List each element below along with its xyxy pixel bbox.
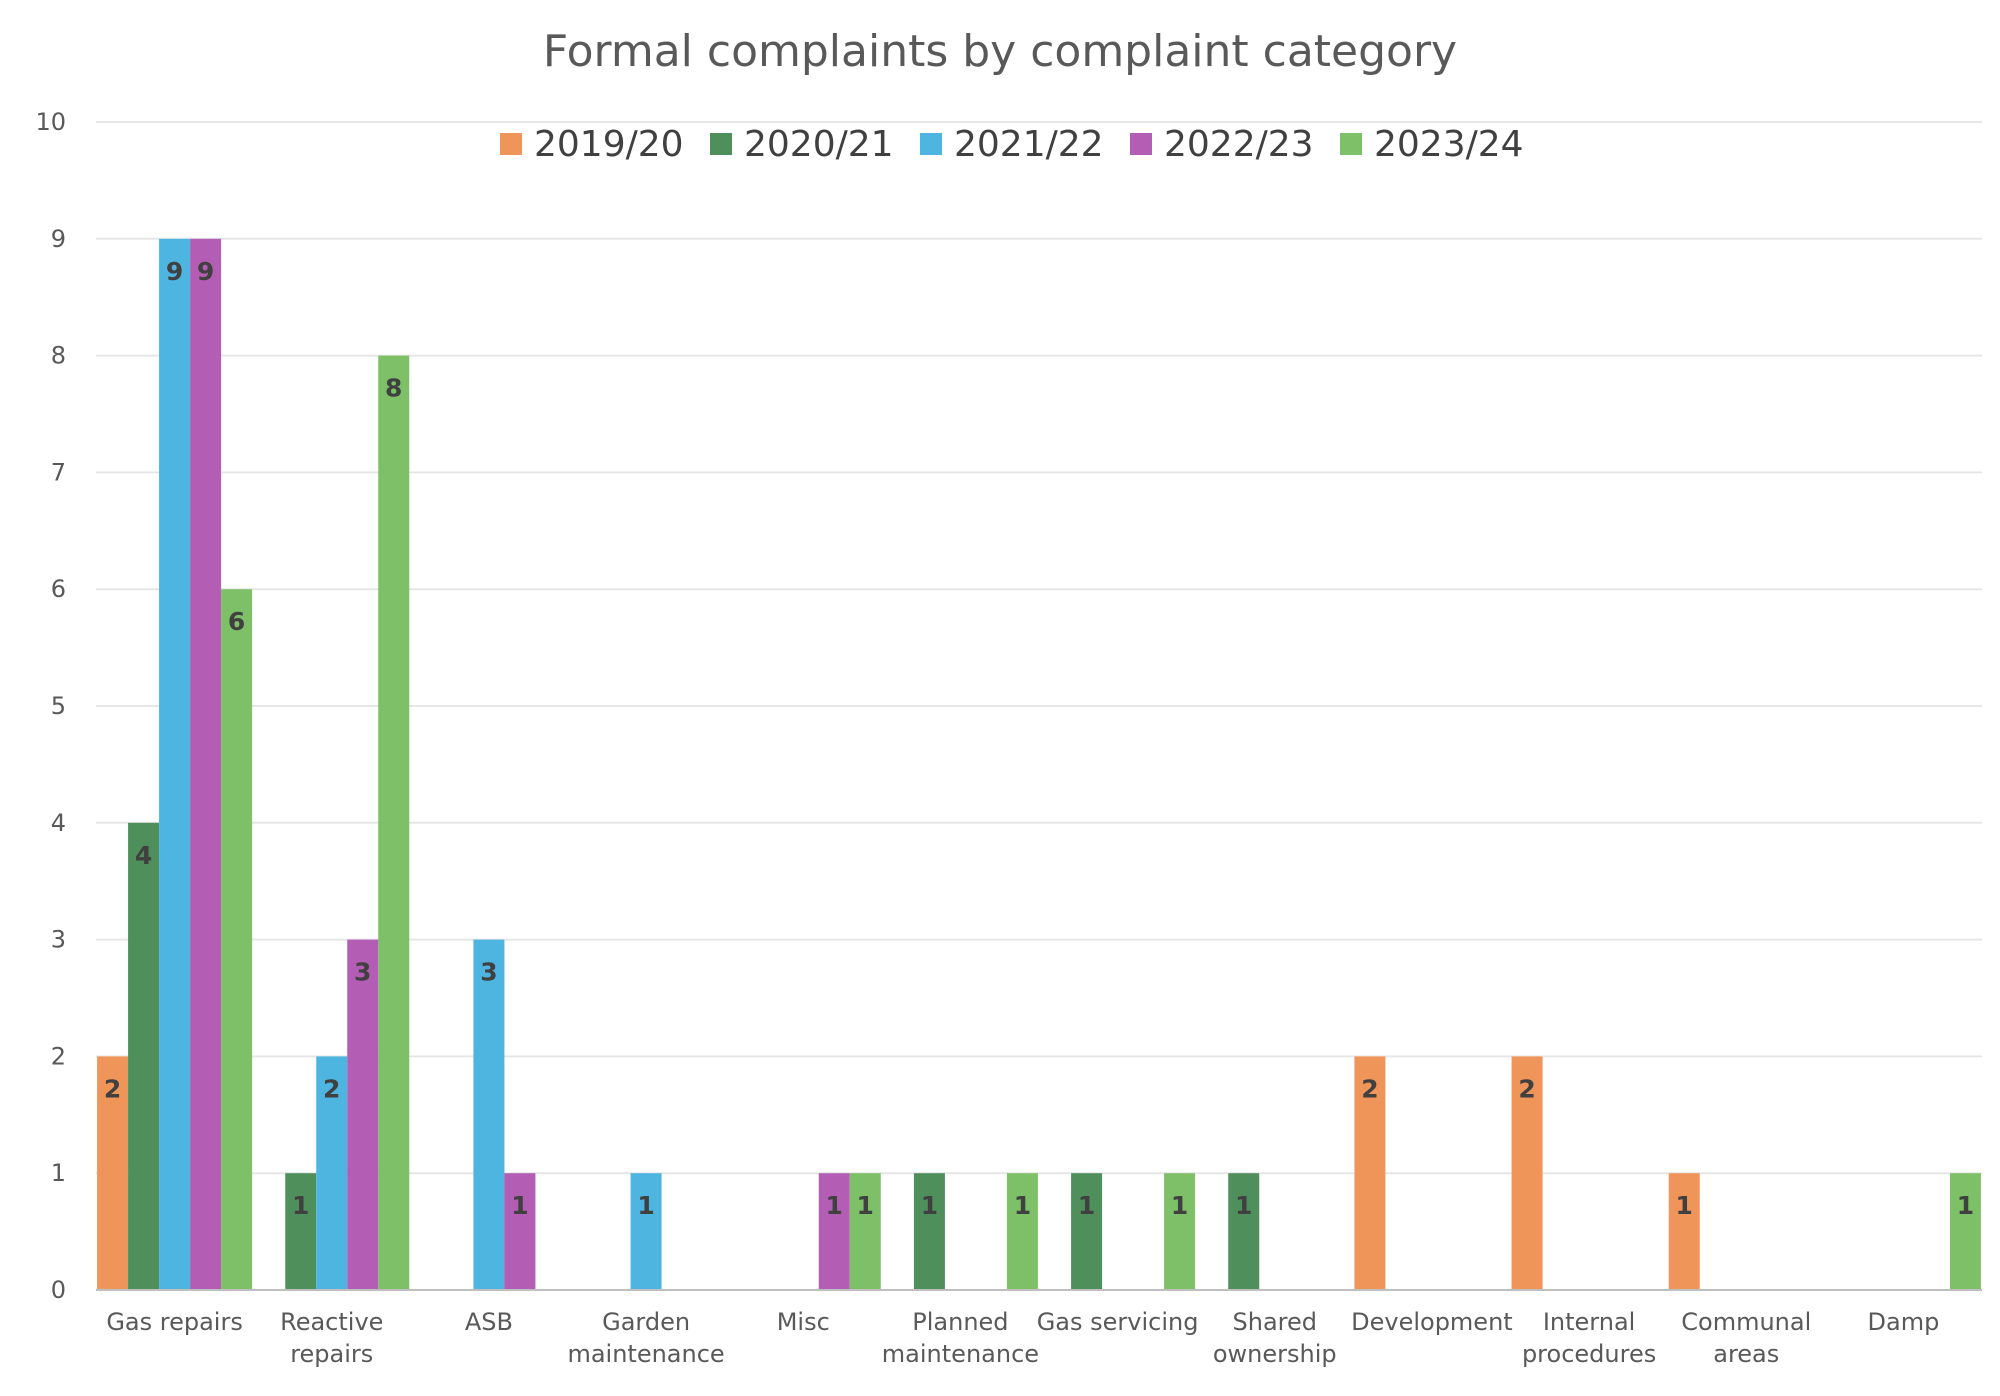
legend-swatch: [500, 133, 522, 155]
x-tick-label: Garden: [602, 1308, 690, 1336]
x-tick-label: procedures: [1522, 1340, 1656, 1368]
bar: [285, 1173, 317, 1290]
legend-swatch: [920, 133, 942, 155]
x-tick-label: areas: [1713, 1340, 1779, 1368]
x-axis: Gas repairs Reactive repairs ASB Garden maint…: [96, 1289, 1982, 1368]
x-tick-label: Damp: [1868, 1308, 1940, 1336]
y-tick-label: 7: [51, 458, 66, 486]
bar: [1228, 1173, 1260, 1290]
legend-swatch: [710, 133, 732, 155]
y-tick-label: 1: [51, 1159, 66, 1187]
y-tick-label: 0: [51, 1276, 66, 1304]
y-tick-label: 6: [51, 575, 66, 603]
bar: [1006, 1173, 1038, 1290]
legend-swatch: [1340, 133, 1362, 155]
data-label: 1: [1078, 1191, 1095, 1220]
data-label: 1: [857, 1191, 874, 1220]
x-tick-label: Misc: [777, 1308, 830, 1336]
bar: [159, 238, 191, 1290]
y-tick-label: 10: [35, 108, 66, 136]
bar: [1668, 1173, 1700, 1290]
legend-label: 2022/23: [1164, 124, 1314, 165]
gridlines: [96, 121, 1982, 1175]
bar: [347, 939, 379, 1290]
x-tick-label: Reactive: [280, 1308, 383, 1336]
legend-label: 2020/21: [744, 124, 894, 165]
data-label: 4: [135, 841, 152, 870]
data-label: 1: [1171, 1191, 1188, 1220]
data-label: 2: [104, 1074, 121, 1103]
data-label: 8: [385, 374, 402, 403]
bars: [97, 238, 1981, 1291]
data-label: 9: [166, 257, 183, 286]
x-tick-label: maintenance: [567, 1340, 724, 1368]
data-label: 1: [921, 1191, 938, 1220]
data-label: 1: [1014, 1191, 1031, 1220]
x-tick-label: Planned: [912, 1308, 1008, 1336]
x-tick-label: Gas servicing: [1037, 1308, 1199, 1336]
bar: [504, 1173, 536, 1290]
x-tick-label: maintenance: [882, 1340, 1039, 1368]
legend-label: 2021/22: [954, 124, 1104, 165]
legend-label: 2019/20: [534, 124, 684, 165]
bar: [97, 1056, 129, 1290]
data-label: 1: [1676, 1191, 1693, 1220]
bar: [473, 939, 505, 1290]
y-tick-label: 5: [51, 692, 66, 720]
bar: [630, 1173, 662, 1290]
legend: 2019/20 2020/21 2021/22 2022/23 2023/24: [500, 124, 1524, 165]
y-tick-label: 2: [51, 1042, 66, 1070]
data-label: 6: [228, 607, 245, 636]
bar: [1511, 1056, 1543, 1290]
data-label: 9: [197, 257, 214, 286]
bar: [818, 1173, 850, 1290]
legend-label: 2023/24: [1374, 124, 1524, 165]
x-tick-label: ownership: [1213, 1340, 1337, 1368]
bar: [849, 1173, 881, 1290]
data-label: 1: [511, 1191, 528, 1220]
x-tick-label: Internal: [1543, 1308, 1636, 1336]
bar: [1354, 1056, 1386, 1290]
data-label: 3: [354, 958, 371, 987]
data-label: 1: [1957, 1191, 1974, 1220]
x-tick-label: repairs: [290, 1340, 373, 1368]
x-tick-label: Gas repairs: [106, 1308, 243, 1336]
data-label: 2: [323, 1074, 340, 1103]
x-tick-label: ASB: [465, 1308, 513, 1336]
data-label: 2: [1518, 1074, 1535, 1103]
chart-title: Formal complaints by complaint category: [543, 26, 1457, 77]
y-tick-label: 9: [51, 225, 66, 253]
y-tick-label: 8: [51, 342, 66, 370]
bar: [1949, 1173, 1981, 1290]
data-label: 1: [637, 1191, 654, 1220]
bar: [378, 355, 410, 1291]
y-axis: 0 1 2 3 4 5 6 7 8 9 10: [35, 108, 66, 1304]
data-label: 2: [1361, 1074, 1378, 1103]
y-tick-label: 4: [51, 809, 66, 837]
legend-swatch: [1130, 133, 1152, 155]
data-label: 1: [292, 1191, 309, 1220]
x-tick-label: Development: [1351, 1308, 1513, 1336]
bar: [1071, 1173, 1103, 1290]
data-label: 1: [1235, 1191, 1252, 1220]
y-tick-label: 3: [51, 926, 66, 954]
bar: [221, 589, 253, 1290]
data-label: 1: [826, 1191, 843, 1220]
bar: [316, 1056, 348, 1290]
data-label: 3: [480, 958, 497, 987]
x-tick-label: Shared: [1233, 1308, 1318, 1336]
bar: [1164, 1173, 1196, 1290]
bar: [913, 1173, 945, 1290]
bar: [128, 822, 160, 1290]
x-tick-label: Communal: [1681, 1308, 1811, 1336]
bar: [190, 238, 222, 1290]
